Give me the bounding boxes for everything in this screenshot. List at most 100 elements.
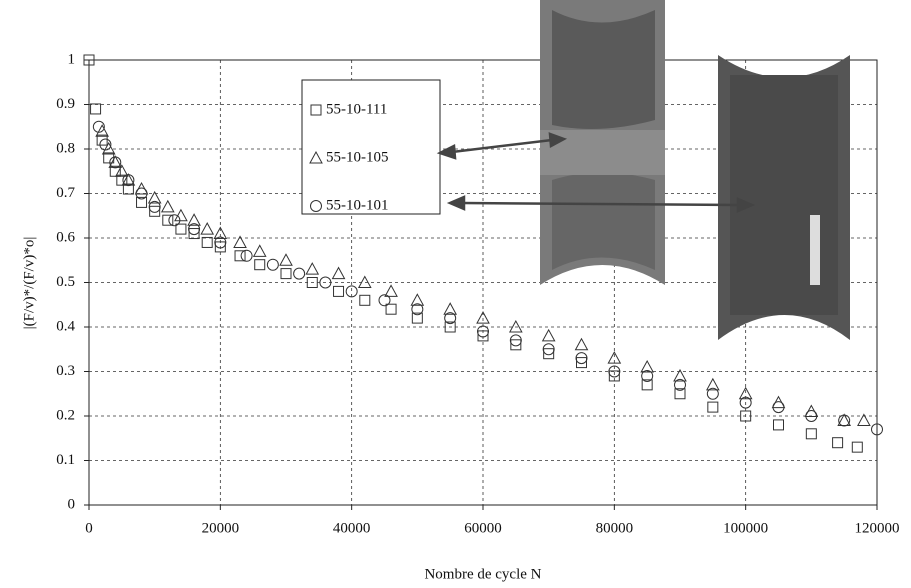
marker-circle (477, 325, 489, 338)
marker-triangle (857, 413, 871, 426)
marker-square (444, 321, 456, 333)
marker-square (543, 348, 555, 360)
marker-triangle (384, 284, 398, 297)
marker-triangle (673, 368, 687, 382)
marker-circle (122, 174, 135, 187)
legend-label: 55-10-101 (326, 197, 389, 213)
marker-square (674, 388, 686, 400)
y-tick-label: 0.5 (56, 274, 75, 290)
marker-circle (99, 138, 112, 151)
marker-circle (739, 396, 752, 409)
marker-circle (240, 249, 253, 262)
marker-square (201, 236, 213, 248)
y-tick-label: 0.7 (56, 185, 75, 201)
marker-triangle (771, 395, 786, 409)
x-tick-label: 20000 (202, 520, 240, 536)
marker-triangle (443, 302, 458, 315)
marker-circle (310, 200, 322, 212)
legend: 55-10-111 55-10-105 55-10-101 (301, 79, 441, 215)
y-tick-label: 0.8 (56, 140, 75, 156)
marker-square (280, 268, 292, 280)
marker-circle (838, 414, 851, 427)
arrows (436, 132, 756, 213)
marker-circle (148, 200, 161, 213)
marker-square (411, 312, 423, 324)
marker-triangle (357, 275, 372, 288)
y-tick-label: 0.6 (56, 229, 75, 245)
marker-circle (135, 187, 148, 200)
x-tick-label: 0 (85, 520, 93, 536)
plot-frame (88, 59, 878, 506)
marker-triangle (410, 293, 425, 306)
marker-circle (266, 258, 279, 271)
marker-square (773, 419, 784, 431)
marker-triangle (101, 141, 116, 155)
marker-triangle (738, 386, 753, 400)
x-tick-label: 40000 (333, 520, 371, 536)
points (83, 54, 883, 453)
marker-circle (542, 343, 555, 356)
y-tick-label: 0.1 (56, 452, 75, 468)
marker-square (851, 441, 863, 453)
marker-square (510, 339, 522, 351)
marker-square (310, 104, 322, 116)
marker-triangle (705, 377, 720, 391)
marker-square (175, 223, 187, 235)
marker-circle (509, 334, 522, 347)
photo-right (718, 55, 850, 340)
marker-square (234, 250, 246, 262)
legend-label: 55-10-105 (326, 149, 389, 165)
marker-circle (188, 223, 201, 236)
marker-circle (805, 410, 818, 422)
marker-triangle (213, 226, 228, 240)
marker-triangle (174, 208, 188, 222)
marker-triangle (541, 328, 556, 342)
marker-triangle (279, 253, 293, 266)
marker-square (477, 330, 489, 342)
marker-square (707, 401, 719, 413)
marker-circle (575, 352, 588, 365)
marker-triangle (804, 404, 819, 418)
x-tick-label: 60000 (464, 520, 502, 536)
marker-triangle (233, 235, 247, 248)
marker-triangle (187, 213, 201, 226)
marker-square (576, 357, 587, 369)
y-tick-label: 0.3 (56, 363, 75, 379)
marker-circle (706, 387, 719, 400)
marker-square (136, 196, 148, 208)
marker-square (90, 103, 102, 115)
marker-triangle (147, 190, 162, 204)
marker-triangle (252, 244, 267, 257)
marker-circle (293, 267, 306, 280)
marker-triangle (305, 262, 320, 275)
marker-circle (378, 294, 391, 307)
marker-triangle (200, 222, 215, 235)
marker-circle (641, 369, 654, 382)
marker-circle (92, 120, 105, 133)
marker-square (149, 205, 161, 217)
marker-square (740, 410, 752, 422)
x-tick-label: 80000 (596, 520, 634, 536)
x-tick-label: 120000 (855, 520, 900, 536)
marker-triangle (331, 266, 346, 280)
marker-circle (674, 378, 686, 391)
marker-square (83, 54, 95, 66)
x-axis-label: Nombre de cycle N (424, 566, 541, 582)
marker-circle (608, 365, 621, 378)
marker-triangle (607, 351, 622, 364)
marker-square (333, 285, 345, 297)
marker-square (359, 294, 371, 306)
marker-circle (109, 156, 122, 169)
marker-square (306, 277, 318, 288)
y-tick-label: 0.9 (56, 96, 75, 112)
photo-left (540, 0, 665, 285)
x-tick-label: 100000 (723, 520, 768, 536)
y-axis-label: |(F/v)*/(F/v)*o| (21, 237, 37, 330)
marker-circle (214, 236, 227, 249)
marker-square (832, 437, 844, 449)
marker-circle (871, 423, 883, 436)
legend-box (301, 79, 441, 215)
marker-circle (444, 312, 457, 325)
marker-square (608, 370, 620, 382)
marker-triangle (114, 164, 129, 177)
